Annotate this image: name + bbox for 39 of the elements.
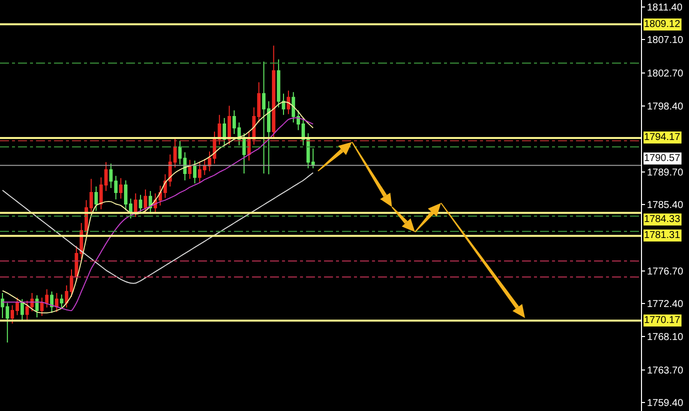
candlestick [148,190,152,214]
candlestick [188,159,192,180]
candlestick [222,117,226,146]
candlestick [228,105,231,146]
candlestick [55,292,58,313]
candlestick [60,294,64,310]
candlestick [94,186,98,212]
y-tick-label: 1798.40 [647,101,684,112]
y-tick-label: 1789.70 [647,168,684,179]
ref-line-label: 1790.57 [644,153,681,164]
candlestick [144,189,148,214]
candlestick [272,45,276,138]
candlestick [134,192,138,218]
candlestick [119,178,123,200]
y-tick-label: 1768.10 [647,332,684,343]
ref-line-label: 1770.17 [644,315,681,326]
candlestick [20,298,24,321]
ref-line-label: 1781.31 [644,230,681,241]
y-tick-label: 1785.40 [647,200,684,212]
candlestick [138,194,142,214]
candlestick [30,292,34,312]
y-tick-label: 1802.70 [647,68,684,80]
ref-line-label: 1794.17 [644,132,681,143]
line-series [2,172,314,284]
candlestick [25,300,29,320]
candlestick [286,90,290,115]
y-tick-label: 1772.40 [647,299,684,310]
candlestick [45,288,49,308]
candlestick [40,297,44,316]
y-tick-label: 1811.40 [647,2,683,14]
y-tick-label: 1807.10 [647,35,684,46]
ref-line-label: 1809.12 [644,19,681,30]
candlestick [193,160,196,184]
y-tick-label: 1776.70 [647,266,684,278]
y-tick-label: 1759.40 [647,398,684,410]
candlestick [50,291,54,314]
y-tick-label: 1763.70 [647,365,684,376]
candlestick [35,294,39,318]
ref-line-label: 1784.33 [644,214,681,225]
